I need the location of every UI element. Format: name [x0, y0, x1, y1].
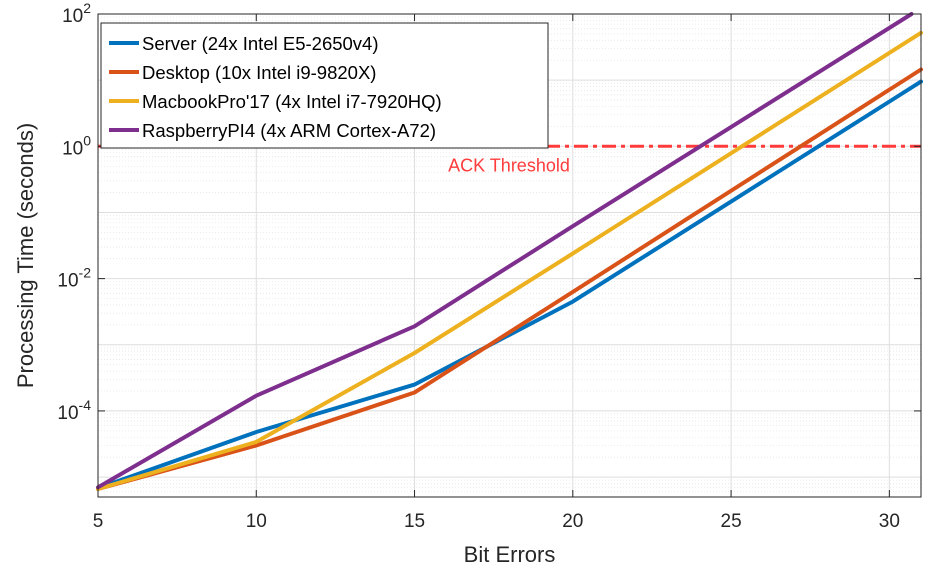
legend-label: Desktop (10x Intel i9-9820X): [142, 62, 376, 83]
series-line-2: [96, 67, 923, 491]
series-line-3: [96, 30, 923, 491]
x-axis-title: Bit Errors: [464, 542, 556, 567]
x-tick-label: 20: [562, 511, 583, 532]
ack-threshold-label: ACK Threshold: [448, 155, 570, 175]
y-tick-label: 10-2: [57, 265, 91, 292]
legend-label: MacbookPro'17 (4x Intel i7-7920HQ): [142, 91, 442, 112]
legend-box: [100, 22, 549, 149]
series-line-1: [96, 79, 923, 491]
y-tick-label: 102: [62, 0, 91, 27]
y-axis-ticks: 10-4 10-2 100 102: [57, 0, 921, 424]
y-tick-label: 10-4: [57, 397, 91, 424]
legend: Server (24x Intel E5-2650v4) Desktop (10x…: [100, 22, 549, 149]
x-tick-label: 5: [93, 511, 104, 532]
x-axis-ticks: 5 10 15 20 25 30: [93, 14, 900, 532]
series-line-4: [96, 12, 914, 490]
plot-frame: [97, 13, 922, 498]
y-tick-label: 100: [62, 132, 91, 159]
x-tick-label: 25: [721, 511, 742, 532]
x-tick-label: 10: [246, 511, 267, 532]
legend-label: Server (24x Intel E5-2650v4): [142, 33, 379, 54]
y-axis-title: Processing Time (seconds): [13, 123, 38, 388]
legend-label: RaspberryPI4 (4x ARM Cortex-A72): [142, 120, 436, 141]
series-layer: [96, 12, 923, 491]
x-tick-label: 30: [879, 511, 900, 532]
x-tick-label: 15: [404, 511, 425, 532]
